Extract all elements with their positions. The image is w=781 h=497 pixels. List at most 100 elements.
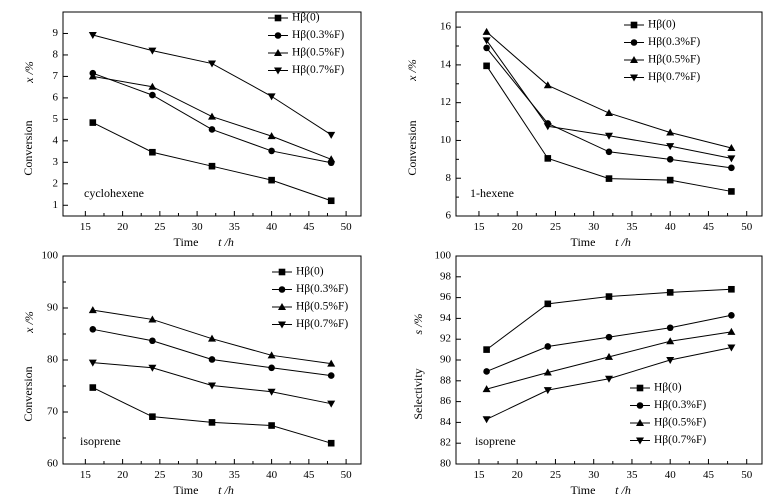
series-line [486, 31, 732, 149]
y-tick-label: 70 [47, 406, 59, 418]
legend-marker [636, 419, 644, 426]
data-point [268, 147, 275, 155]
x-tick-label: 25 [154, 469, 166, 481]
data-point [666, 176, 674, 184]
plot-frame [455, 11, 763, 217]
x-tick-label: 20 [117, 469, 129, 481]
legend: Hβ(0) Hβ(0.3%F) Hβ(0.5%F) Hβ(0.7%F) [268, 12, 344, 76]
y-tick-label: 82 [440, 437, 451, 449]
data-point [208, 60, 216, 68]
data-point [148, 82, 157, 90]
x-tick-label: 40 [266, 469, 278, 481]
legend-label: Hβ(0.3%F) [292, 29, 344, 41]
x-tick-label: 45 [303, 469, 315, 481]
x-tick-label: 35 [626, 469, 638, 481]
legend-item: Hβ(0.7%F) [630, 434, 706, 446]
legend-item: Hβ(0.7%F) [624, 71, 700, 83]
y-axis-variable: x /% [22, 61, 36, 84]
legend-item: Hβ(0) [268, 12, 320, 24]
x-tick-label: 45 [703, 469, 715, 481]
legend-marker [630, 39, 638, 46]
data-point [267, 351, 276, 359]
x-tick-label: 40 [665, 221, 677, 233]
y-axis-variable: s /% [411, 313, 425, 334]
x-tick-label: 30 [588, 221, 600, 233]
series-4 [482, 37, 736, 163]
y-tick-label: 84 [440, 416, 452, 428]
data-point [728, 311, 735, 319]
legend-label: Hβ(0) [296, 266, 324, 278]
panel-annotation: cyclohexene [84, 186, 144, 200]
data-point [208, 162, 216, 170]
y-tick-label: 88 [440, 374, 452, 386]
y-tick-label: 12 [440, 96, 451, 108]
x-axis-variable: t /h [218, 235, 234, 249]
series-2 [483, 311, 735, 375]
data-point [483, 346, 490, 353]
data-point [727, 327, 736, 335]
x-axis-title: Time [174, 483, 199, 497]
legend-marker [278, 286, 286, 293]
x-tick-label: 25 [154, 221, 166, 233]
data-point [543, 81, 552, 89]
data-point [482, 385, 491, 393]
legend-item: Hβ(0.3%F) [272, 283, 348, 295]
x-axis-title: Time [571, 235, 596, 249]
data-point [543, 368, 552, 376]
legend-label: Hβ(0.3%F) [654, 399, 706, 411]
y-axis-variable: x /% [405, 59, 419, 82]
y-axis-title: Selectivity [411, 368, 425, 419]
legend-label: Hβ(0) [292, 12, 320, 24]
data-point [666, 128, 675, 136]
data-point [544, 300, 552, 308]
x-tick-label: 20 [512, 469, 524, 481]
data-point [482, 27, 491, 35]
y-axis-title: Conversion [405, 120, 419, 175]
data-point [483, 368, 490, 375]
x-tick-label: 50 [741, 221, 753, 233]
x-tick-label: 15 [473, 221, 485, 233]
y-axis-variable: x /% [22, 311, 36, 334]
y-tick-label: 90 [440, 354, 452, 366]
data-point [327, 197, 335, 205]
legend-item: Hβ(0.7%F) [268, 64, 344, 76]
data-point [327, 439, 335, 447]
legend-marker [630, 74, 638, 82]
data-point [148, 315, 157, 323]
y-tick-label: 14 [440, 58, 452, 70]
data-point [666, 337, 675, 345]
series-line [486, 314, 732, 372]
data-point [605, 293, 613, 300]
panel-annotation: isoprene [475, 434, 516, 448]
legend-item: Hβ(0.3%F) [624, 36, 700, 48]
data-point [267, 132, 276, 140]
data-point [728, 164, 735, 172]
x-tick-label: 30 [192, 221, 204, 233]
legend-item: Hβ(0.5%F) [272, 301, 348, 313]
series-1 [483, 62, 735, 195]
legend-item: Hβ(0.7%F) [272, 318, 348, 330]
legend-label: Hβ(0.5%F) [654, 417, 706, 429]
series-1 [483, 285, 735, 353]
data-point [268, 176, 275, 184]
y-tick-label: 8 [53, 48, 59, 60]
y-axis-title: Conversion [21, 120, 35, 175]
x-axis-variable: t /h [615, 483, 631, 497]
x-tick-label: 25 [550, 221, 562, 233]
x-tick-label: 50 [341, 469, 353, 481]
legend-label: Hβ(0.5%F) [648, 54, 700, 66]
x-axis-variable: t /h [615, 235, 631, 249]
x-tick-label: 45 [303, 221, 315, 233]
y-tick-label: 60 [47, 458, 59, 470]
data-point [267, 388, 276, 396]
data-point [605, 148, 613, 156]
y-tick-label: 86 [440, 395, 452, 407]
data-point [666, 143, 675, 151]
x-tick-label: 45 [703, 221, 715, 233]
legend-label: Hβ(0.5%F) [292, 47, 344, 59]
data-point [543, 387, 552, 395]
y-tick-label: 4 [53, 134, 59, 146]
plot-frame [62, 11, 362, 217]
